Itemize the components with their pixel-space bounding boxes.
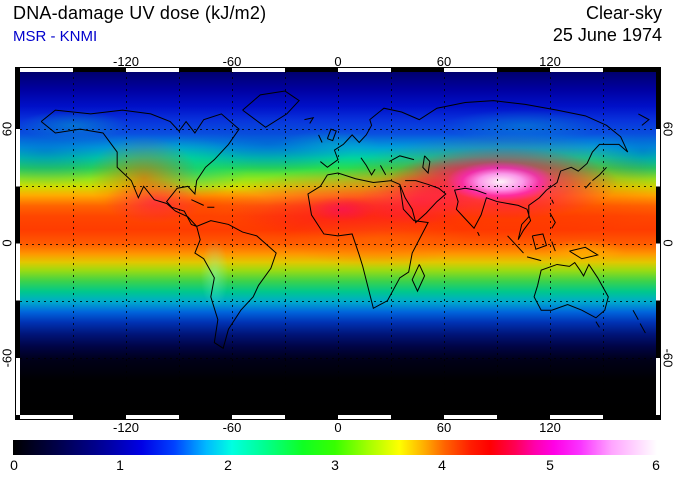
gridline-lon [549, 72, 551, 415]
lon-tick-label: 120 [539, 54, 561, 69]
map-border-bottom [20, 415, 656, 419]
colorbar-tick-label: 3 [331, 457, 339, 473]
date-label: 25 June 1974 [552, 25, 662, 45]
colorbar-tick-label: 1 [116, 457, 124, 473]
lon-tick-label: 120 [539, 420, 561, 435]
world-map [16, 68, 660, 419]
source-label: MSR - KNMI [13, 28, 98, 45]
figure-title: DNA-damage UV dose (kJ/m2) [13, 3, 267, 23]
lon-tick-label: 60 [436, 420, 452, 435]
gridline-lon [497, 72, 498, 415]
coastline-americas [41, 91, 299, 348]
uv-dose-raster [20, 72, 656, 415]
colorbar-tick-label: 6 [652, 457, 660, 473]
top-longitude-axis: -120 -60 0 60 120 [0, 54, 678, 69]
colorbar-tick-label: 0 [10, 457, 18, 473]
lat-tick-label: -60 [660, 348, 676, 368]
lon-tick-label: -120 [112, 54, 140, 69]
gridline-lon [603, 72, 605, 415]
lat-tick-label: 60 [0, 121, 15, 137]
lat-tick-label: 0 [660, 239, 676, 247]
lon-tick-label: 0 [334, 54, 342, 69]
colorbar-tick-label: 5 [546, 457, 554, 473]
map-border-left [16, 72, 20, 415]
colorbar-tick-label: 2 [224, 457, 232, 473]
gridline-lon [179, 72, 180, 415]
gridline-lon [72, 72, 74, 415]
lat-tick-label: 0 [0, 239, 15, 247]
coastline-africa-eurasia [304, 101, 649, 309]
lat-tick-label: -60 [0, 348, 15, 368]
colorbar-tick-label: 4 [438, 457, 446, 473]
coastline-oceania [478, 167, 646, 333]
lon-tick-label: -120 [112, 420, 140, 435]
colorbar [13, 440, 657, 455]
gridline-lon [231, 72, 233, 415]
lon-tick-label: 60 [436, 54, 452, 69]
gridline-lon [390, 72, 392, 415]
map-border-top [20, 68, 656, 72]
lat-tick-label: 60 [660, 121, 676, 137]
lon-tick-label: -60 [222, 54, 242, 69]
lon-tick-label: 0 [334, 420, 342, 435]
gridline-lon [285, 72, 287, 415]
gridline-lon [444, 72, 446, 415]
clear-sky-label: Clear-sky [585, 3, 662, 23]
coastlines [20, 72, 656, 415]
gridline-lon [338, 72, 339, 415]
lon-tick-label: -60 [222, 420, 242, 435]
gridline-lon [126, 72, 128, 415]
map-border-right [656, 72, 660, 415]
bottom-longitude-axis: -120 -60 0 60 120 [0, 420, 678, 435]
